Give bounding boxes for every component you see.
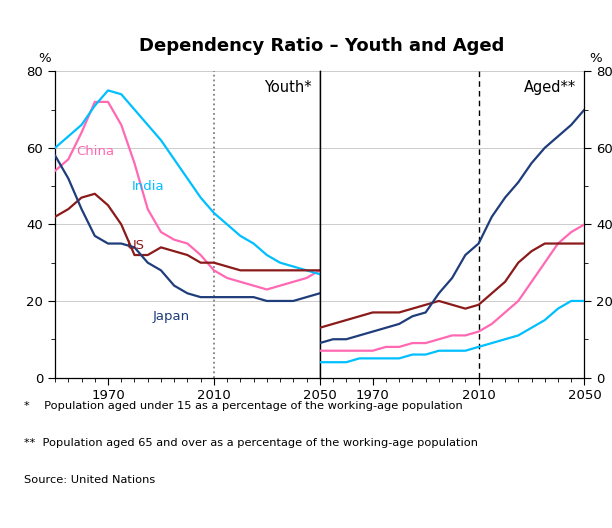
Text: China: China	[76, 146, 114, 158]
Text: India: India	[132, 180, 165, 193]
Text: %: %	[38, 52, 51, 65]
Text: *    Population aged under 15 as a percentage of the working-age population: * Population aged under 15 as a percenta…	[24, 401, 463, 411]
Text: **  Population aged 65 and over as a percentage of the working-age population: ** Population aged 65 and over as a perc…	[24, 438, 479, 448]
Text: Aged**: Aged**	[524, 80, 577, 96]
Text: Youth*: Youth*	[264, 80, 312, 96]
Text: Dependency Ratio – Youth and Aged: Dependency Ratio – Youth and Aged	[138, 37, 504, 55]
Text: US: US	[127, 239, 144, 252]
Text: Source: United Nations: Source: United Nations	[24, 475, 155, 485]
Text: %: %	[589, 52, 602, 65]
Text: Japan: Japan	[153, 310, 190, 323]
